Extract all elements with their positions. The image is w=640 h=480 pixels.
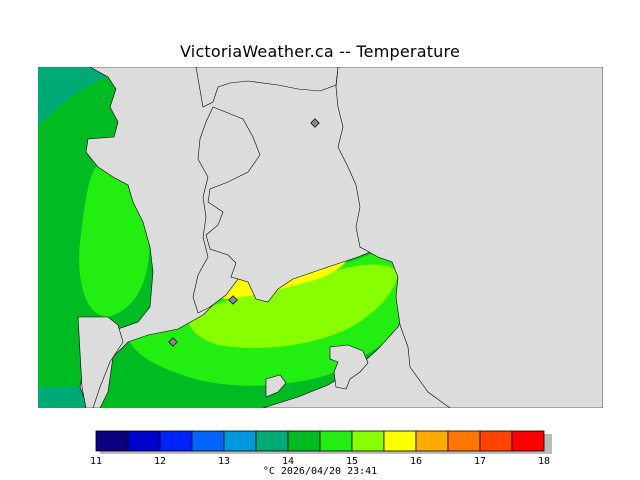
legend-bin <box>479 430 513 452</box>
legend-bin <box>223 430 257 452</box>
temperature-zone-13-5-south <box>38 387 100 408</box>
legend-bin <box>351 430 385 452</box>
land-southwest <box>77 316 124 408</box>
legend-bin <box>319 430 353 452</box>
legend-bin <box>511 430 545 452</box>
temperature-zone-15 <box>188 264 398 349</box>
temperature-zone-14-5 <box>79 165 150 317</box>
station-marker <box>228 295 238 305</box>
legend-bin <box>255 430 289 452</box>
legend-bin <box>415 430 449 452</box>
legend-bin <box>159 430 193 452</box>
legend-bin <box>127 430 161 452</box>
land-northeast <box>335 67 603 408</box>
station-marker <box>310 118 320 128</box>
land-south-islet <box>265 374 287 398</box>
land-south-island <box>329 344 369 390</box>
legend-bin <box>191 430 225 452</box>
land-inner-coast <box>192 106 261 314</box>
legend-bins <box>95 430 545 452</box>
legend-shadow <box>100 434 552 454</box>
station-marker <box>168 337 178 347</box>
legend-bin <box>287 430 321 452</box>
legend-bin <box>447 430 481 452</box>
legend-caption: °C 2026/04/20 23:41 <box>262 466 378 477</box>
land-north-island <box>195 67 339 108</box>
temperature-zone-13-5 <box>38 67 108 127</box>
legend-bin <box>383 430 417 452</box>
map-title: VictoriaWeather.ca -- Temperature <box>180 42 460 61</box>
legend-bin <box>95 430 129 452</box>
temperature-map <box>38 67 603 408</box>
